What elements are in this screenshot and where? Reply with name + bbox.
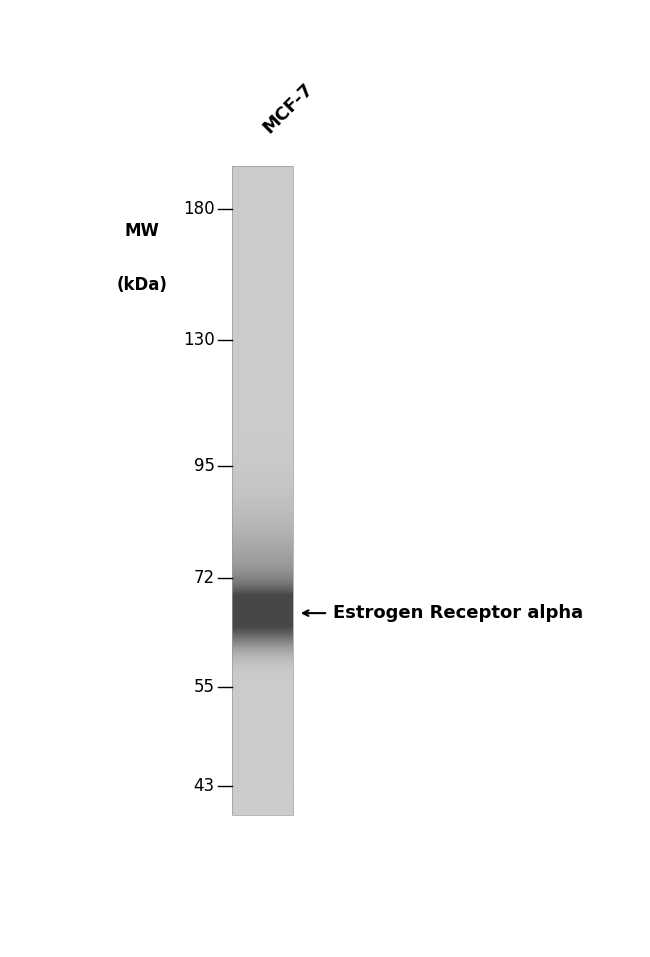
- Text: Estrogen Receptor alpha: Estrogen Receptor alpha: [333, 604, 583, 622]
- Text: (kDa): (kDa): [116, 277, 167, 295]
- Text: 180: 180: [183, 200, 214, 218]
- Bar: [233, 167, 292, 814]
- Text: 72: 72: [194, 569, 214, 587]
- Text: 95: 95: [194, 457, 214, 476]
- Text: MCF-7: MCF-7: [260, 79, 317, 137]
- Text: 55: 55: [194, 678, 214, 696]
- Text: MW: MW: [124, 222, 159, 239]
- Text: 130: 130: [183, 331, 214, 349]
- Text: 43: 43: [194, 777, 214, 794]
